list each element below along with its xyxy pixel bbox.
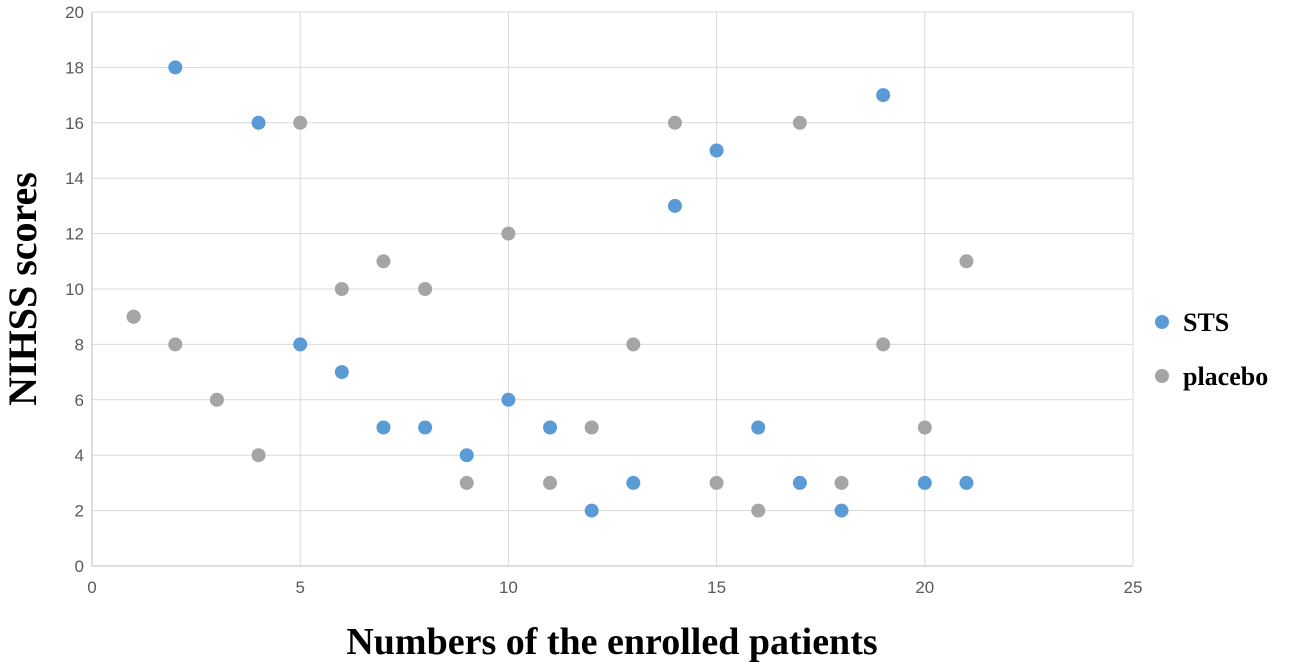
legend-label-placebo: placebo bbox=[1183, 362, 1268, 391]
data-point-placebo bbox=[709, 475, 724, 490]
x-axis-ticks: 0 5 10 15 20 25 bbox=[87, 578, 1142, 597]
data-point-placebo bbox=[792, 115, 807, 130]
data-point-placebo bbox=[626, 337, 641, 352]
data-point-sts bbox=[501, 392, 516, 407]
data-point-sts bbox=[917, 475, 932, 490]
data-point-placebo bbox=[834, 475, 849, 490]
x-tick-label: 10 bbox=[499, 578, 518, 597]
data-point-placebo bbox=[667, 115, 682, 130]
x-axis-title: Numbers of the enrolled patients bbox=[346, 621, 877, 663]
data-point-sts bbox=[418, 420, 433, 435]
y-tick-label: 6 bbox=[75, 391, 84, 410]
y-tick-label: 0 bbox=[75, 557, 84, 576]
data-point-placebo bbox=[168, 337, 183, 352]
data-point-sts bbox=[792, 475, 807, 490]
data-point-sts bbox=[459, 448, 474, 463]
data-point-placebo bbox=[876, 337, 891, 352]
data-point-sts bbox=[626, 475, 641, 490]
grid-lines bbox=[91, 11, 1134, 567]
data-point-sts bbox=[959, 475, 974, 490]
y-tick-label: 8 bbox=[75, 335, 84, 354]
y-tick-label: 20 bbox=[65, 3, 84, 22]
data-point-placebo bbox=[459, 475, 474, 490]
data-point-sts bbox=[876, 88, 891, 103]
data-point-placebo bbox=[501, 226, 516, 241]
y-axis-ticks: 0 2 4 6 8 10 12 14 16 18 20 bbox=[65, 3, 84, 576]
x-tick-label: 20 bbox=[915, 578, 934, 597]
data-point-placebo bbox=[334, 282, 349, 296]
data-point-sts bbox=[667, 198, 682, 213]
data-point-placebo bbox=[418, 282, 433, 296]
legend-marker-placebo bbox=[1155, 369, 1169, 383]
data-point-placebo bbox=[584, 420, 599, 435]
legend-label-sts: STS bbox=[1183, 308, 1229, 337]
x-tick-label: 15 bbox=[707, 578, 726, 597]
y-tick-label: 4 bbox=[75, 446, 84, 465]
y-tick-label: 12 bbox=[65, 225, 84, 244]
data-point-sts bbox=[251, 115, 266, 130]
legend-marker-sts bbox=[1155, 315, 1169, 329]
data-point-placebo bbox=[751, 503, 766, 518]
y-axis-title: NIHSS scores bbox=[0, 172, 45, 406]
data-point-sts bbox=[709, 143, 724, 158]
x-tick-label: 0 bbox=[87, 578, 96, 597]
data-point-sts bbox=[543, 420, 558, 435]
data-point-placebo bbox=[959, 254, 974, 269]
data-point-sts bbox=[293, 337, 308, 352]
y-tick-label: 14 bbox=[65, 169, 84, 188]
y-tick-label: 16 bbox=[65, 114, 84, 133]
data-point-placebo bbox=[376, 254, 391, 269]
legend: STS placebo bbox=[1155, 308, 1268, 391]
data-point-placebo bbox=[251, 448, 266, 463]
data-point-placebo bbox=[293, 115, 308, 130]
data-point-sts bbox=[168, 60, 183, 75]
y-tick-label: 10 bbox=[65, 280, 84, 299]
x-tick-label: 5 bbox=[295, 578, 304, 597]
data-points bbox=[126, 60, 974, 518]
data-point-placebo bbox=[543, 475, 558, 490]
data-point-sts bbox=[584, 503, 599, 518]
data-point-placebo bbox=[209, 392, 224, 407]
data-point-sts bbox=[376, 420, 391, 435]
y-tick-label: 18 bbox=[65, 58, 84, 77]
data-point-sts bbox=[751, 420, 766, 435]
data-point-sts bbox=[834, 503, 849, 518]
data-point-sts bbox=[334, 365, 349, 380]
plot-area bbox=[91, 12, 1133, 567]
data-point-placebo bbox=[126, 309, 141, 324]
x-tick-label: 25 bbox=[1124, 578, 1143, 597]
data-point-placebo bbox=[917, 420, 932, 435]
y-tick-label: 2 bbox=[75, 502, 84, 521]
